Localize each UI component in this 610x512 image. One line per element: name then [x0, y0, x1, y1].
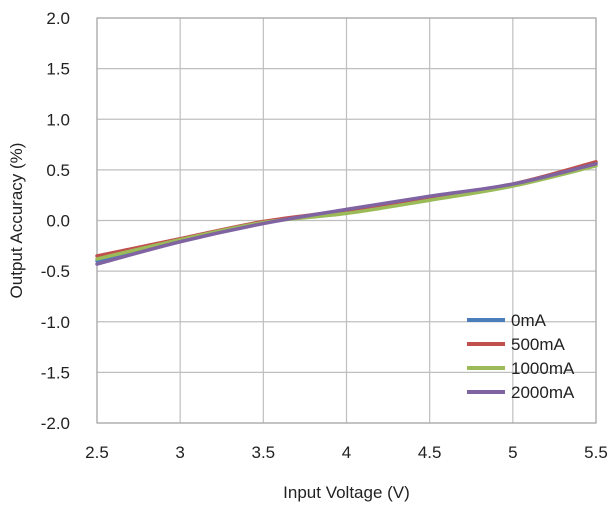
legend: 0mA 500mA 1000mA 2000mA — [467, 311, 575, 402]
x-tick-label: 3 — [175, 443, 184, 462]
x-tick-label: 4.5 — [418, 443, 442, 462]
legend-label: 500mA — [511, 335, 566, 354]
grid — [96, 17, 597, 424]
y-tick-label: 0.5 — [46, 161, 70, 180]
plot-area-frame — [96, 17, 597, 424]
x-tick-label: 2.5 — [85, 443, 109, 462]
y-axis-title: Output Accuracy (%) — [7, 143, 26, 299]
series-line-2000mA — [95, 162, 598, 266]
x-tick-label: 4 — [342, 443, 351, 462]
legend-entry: 2000mA — [467, 383, 575, 402]
series-line-1000mA — [95, 164, 598, 261]
x-tick-label: 5.5 — [584, 443, 608, 462]
x-axis-title: Input Voltage (V) — [283, 483, 410, 502]
y-tick-label: 2.0 — [46, 9, 70, 28]
legend-label: 1000mA — [511, 359, 575, 378]
legend-entry: 500mA — [467, 335, 566, 354]
x-tick-label: 5 — [508, 443, 517, 462]
legend-entry: 0mA — [467, 311, 547, 330]
legend-label: 2000mA — [511, 383, 575, 402]
y-tick-label: -1.5 — [41, 363, 70, 382]
y-tick-label: 1.0 — [46, 110, 70, 129]
legend-entry: 1000mA — [467, 359, 575, 378]
y-tick-label: -1.0 — [41, 313, 70, 332]
y-tick-label: -2.0 — [41, 414, 70, 433]
series-lines — [95, 160, 598, 266]
x-axis-tick-labels: 2.5 3 3.5 4 4.5 5 5.5 — [85, 443, 608, 462]
x-tick-label: 3.5 — [252, 443, 276, 462]
y-tick-label: -0.5 — [41, 262, 70, 281]
y-tick-label: 0.0 — [46, 212, 70, 231]
legend-label: 0mA — [511, 311, 547, 330]
y-axis-tick-labels: 2.0 1.5 1.0 0.5 0.0 -0.5 -1.0 -1.5 -2.0 — [41, 9, 70, 433]
y-tick-label: 1.5 — [46, 60, 70, 79]
